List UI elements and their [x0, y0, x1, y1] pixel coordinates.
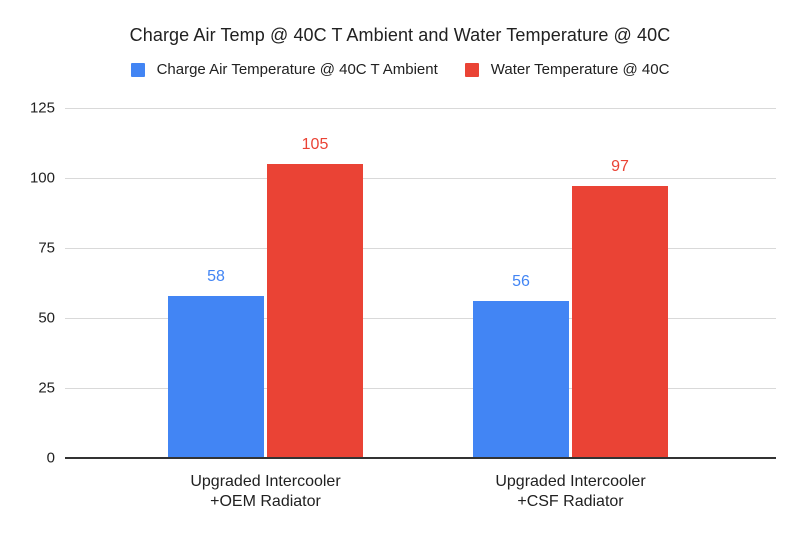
bar-value-label: 58 — [207, 267, 225, 285]
plot-area: 58 105 56 97 — [65, 108, 776, 459]
gridline — [65, 178, 776, 179]
gridline — [65, 388, 776, 389]
gridline — [65, 108, 776, 109]
legend-label: Water Temperature @ 40C — [490, 61, 670, 78]
bar-value-label: 97 — [611, 158, 629, 176]
bar-series-0-category-0 — [168, 295, 264, 458]
y-tick-label: 100 — [29, 169, 55, 187]
y-tick-label: 75 — [38, 239, 55, 257]
legend-swatch-icon — [464, 62, 479, 77]
y-tick-label: 125 — [29, 99, 55, 117]
bar-value-label: 105 — [301, 136, 329, 153]
bar-value-label: 56 — [512, 273, 530, 291]
category-label: Upgraded Intercooler +OEM Radiator — [190, 473, 341, 510]
category-label: Upgraded Intercooler +CSF Radiator — [495, 473, 646, 510]
legend: Charge Air Temperature @ 40C T Ambient Wa… — [0, 61, 800, 78]
bar-series-1-category-0 — [267, 164, 363, 458]
gridline — [65, 248, 776, 249]
x-axis-category-labels: Upgraded Intercooler +OEM Radiator Upgrad… — [65, 472, 776, 527]
y-tick-label: 50 — [38, 309, 55, 327]
chart-title: Charge Air Temp @ 40C T Ambient and Wate… — [129, 25, 671, 45]
bar-series-0-category-1 — [473, 301, 569, 458]
y-axis-tick-labels: 0 25 50 75 100 125 — [0, 100, 55, 467]
y-tick-label: 25 — [38, 379, 55, 397]
legend-label: Charge Air Temperature @ 40C T Ambient — [156, 61, 438, 78]
legend-swatch-icon — [130, 62, 145, 77]
gridline — [65, 318, 776, 319]
legend-item-0: Charge Air Temperature @ 40C T Ambient — [130, 61, 438, 78]
bar-series-1-category-1 — [572, 186, 668, 458]
y-tick-label: 0 — [46, 449, 55, 467]
x-axis-line — [65, 457, 776, 459]
legend-item-1: Water Temperature @ 40C — [464, 61, 670, 78]
